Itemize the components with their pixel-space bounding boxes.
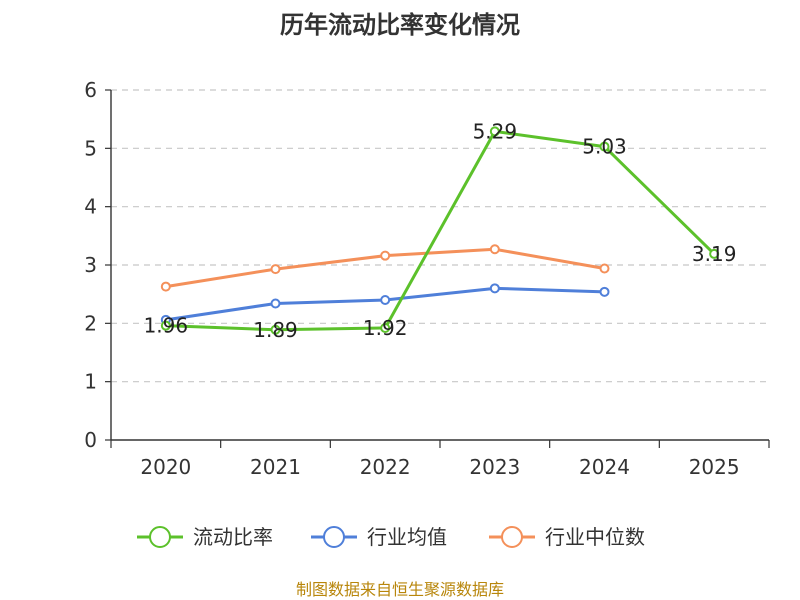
series-point-2[interactable]	[270, 264, 281, 275]
legend-label: 流动比率	[193, 525, 273, 549]
x-tick-label: 2024	[579, 455, 630, 479]
y-tick-label: 4	[84, 195, 97, 219]
y-tick-label: 3	[84, 253, 97, 277]
x-tick-label: 2023	[469, 455, 520, 479]
y-tick-label: 5	[84, 136, 97, 160]
data-label: 3.19	[692, 242, 737, 266]
series-point-1[interactable]	[599, 286, 610, 297]
data-label: 5.03	[582, 135, 627, 159]
x-tick-label: 2020	[140, 455, 191, 479]
series-point-2[interactable]	[489, 244, 500, 255]
legend-item-2[interactable]: 行业中位数	[489, 525, 645, 549]
x-tick-label: 2025	[689, 455, 740, 479]
x-tick-label: 2021	[250, 455, 301, 479]
y-tick-label: 1	[84, 370, 97, 394]
series-point-1[interactable]	[270, 298, 281, 309]
data-labels: 1.96 1.89 1.92 5.29 5.03 3.19	[144, 119, 737, 341]
data-label: 1.89	[253, 318, 298, 342]
data-label: 1.92	[363, 316, 408, 340]
series-point-0[interactable]	[270, 324, 281, 335]
x-tick-label: 2022	[360, 455, 411, 479]
series-point-1[interactable]	[489, 283, 500, 294]
series-layer	[160, 126, 720, 335]
source-note: 制图数据来自恒生聚源数据库	[296, 580, 504, 599]
series-point-1[interactable]	[380, 295, 391, 305]
data-label: 5.29	[473, 119, 518, 143]
data-label: 1.96	[144, 314, 189, 338]
series-point-0[interactable]	[160, 320, 171, 331]
series-point-0[interactable]	[709, 248, 720, 259]
legend-marker	[323, 526, 345, 548]
series-point-2[interactable]	[380, 250, 391, 261]
series-point-0[interactable]	[489, 126, 500, 137]
legend[interactable]: 流动比率 行业均值 行业中位数	[137, 525, 645, 549]
legend-marker	[149, 526, 171, 548]
series-point-2[interactable]	[599, 263, 610, 274]
legend-marker	[501, 526, 523, 548]
chart-title: 历年流动比率变化情况	[280, 11, 520, 39]
series-line-0	[164, 129, 716, 332]
series-point-0[interactable]	[599, 141, 610, 152]
legend-label: 行业均值	[367, 525, 447, 549]
y-tick-label: 0	[84, 428, 97, 452]
legend-label: 行业中位数	[545, 525, 645, 549]
y-tick-label: 2	[84, 311, 97, 335]
legend-item-0[interactable]: 流动比率	[137, 525, 273, 549]
series-point-2[interactable]	[160, 281, 171, 292]
axes: 0 1 2 3 4 5 6 2020 2021 2022 2023 2024 2025	[84, 78, 770, 479]
legend-item-1[interactable]: 行业均值	[311, 525, 447, 549]
series-point-0[interactable]	[380, 323, 391, 333]
grid-lines	[111, 89, 769, 383]
y-tick-label: 6	[84, 78, 97, 102]
